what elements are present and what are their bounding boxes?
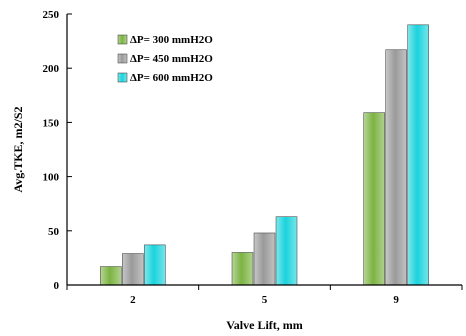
bar-series3-x5	[275, 216, 298, 286]
bars-group	[100, 24, 429, 286]
legend-label-series1: ΔP= 300 mmH2O	[130, 34, 213, 46]
x-axis-ticks: 2 5 9	[66, 285, 463, 306]
y-tick-label: 250	[43, 9, 60, 21]
y-tick-label: 100	[43, 172, 60, 184]
y-axis-ticks: 0 50 100 150 200 250	[43, 9, 72, 292]
bar-series2-x5	[253, 232, 276, 286]
bar-series1-x9	[363, 112, 385, 286]
y-axis-title: Avg.TKE, m2/S2	[11, 106, 25, 192]
y-tick-label: 50	[48, 226, 60, 238]
y-tick-label: 0	[54, 280, 60, 292]
bar-series3-x2	[144, 244, 166, 286]
bar-series1-x2	[100, 266, 122, 286]
bar-series1-x5	[231, 252, 254, 286]
y-tick-label: 200	[43, 63, 60, 75]
legend-swatch-series3	[117, 72, 128, 83]
legend-label-series2: ΔP= 450 mmH2O	[130, 53, 213, 65]
legend-swatch-series1	[117, 34, 128, 45]
bar-series2-x2	[122, 253, 144, 286]
x-axis-title: Valve Lift, mm	[226, 318, 303, 332]
legend: ΔP= 300 mmH2O ΔP= 450 mmH2O ΔP= 600 mmH2O	[117, 34, 213, 84]
legend-label-series3: ΔP= 600 mmH2O	[130, 72, 213, 84]
bar-series3-x9	[407, 24, 429, 286]
x-tick-label: 9	[393, 294, 399, 306]
legend-swatch-series2	[117, 53, 128, 64]
y-tick-label: 150	[43, 117, 60, 129]
bar-series2-x9	[385, 49, 407, 286]
x-tick-label: 5	[262, 294, 268, 306]
x-tick-label: 2	[130, 294, 136, 306]
